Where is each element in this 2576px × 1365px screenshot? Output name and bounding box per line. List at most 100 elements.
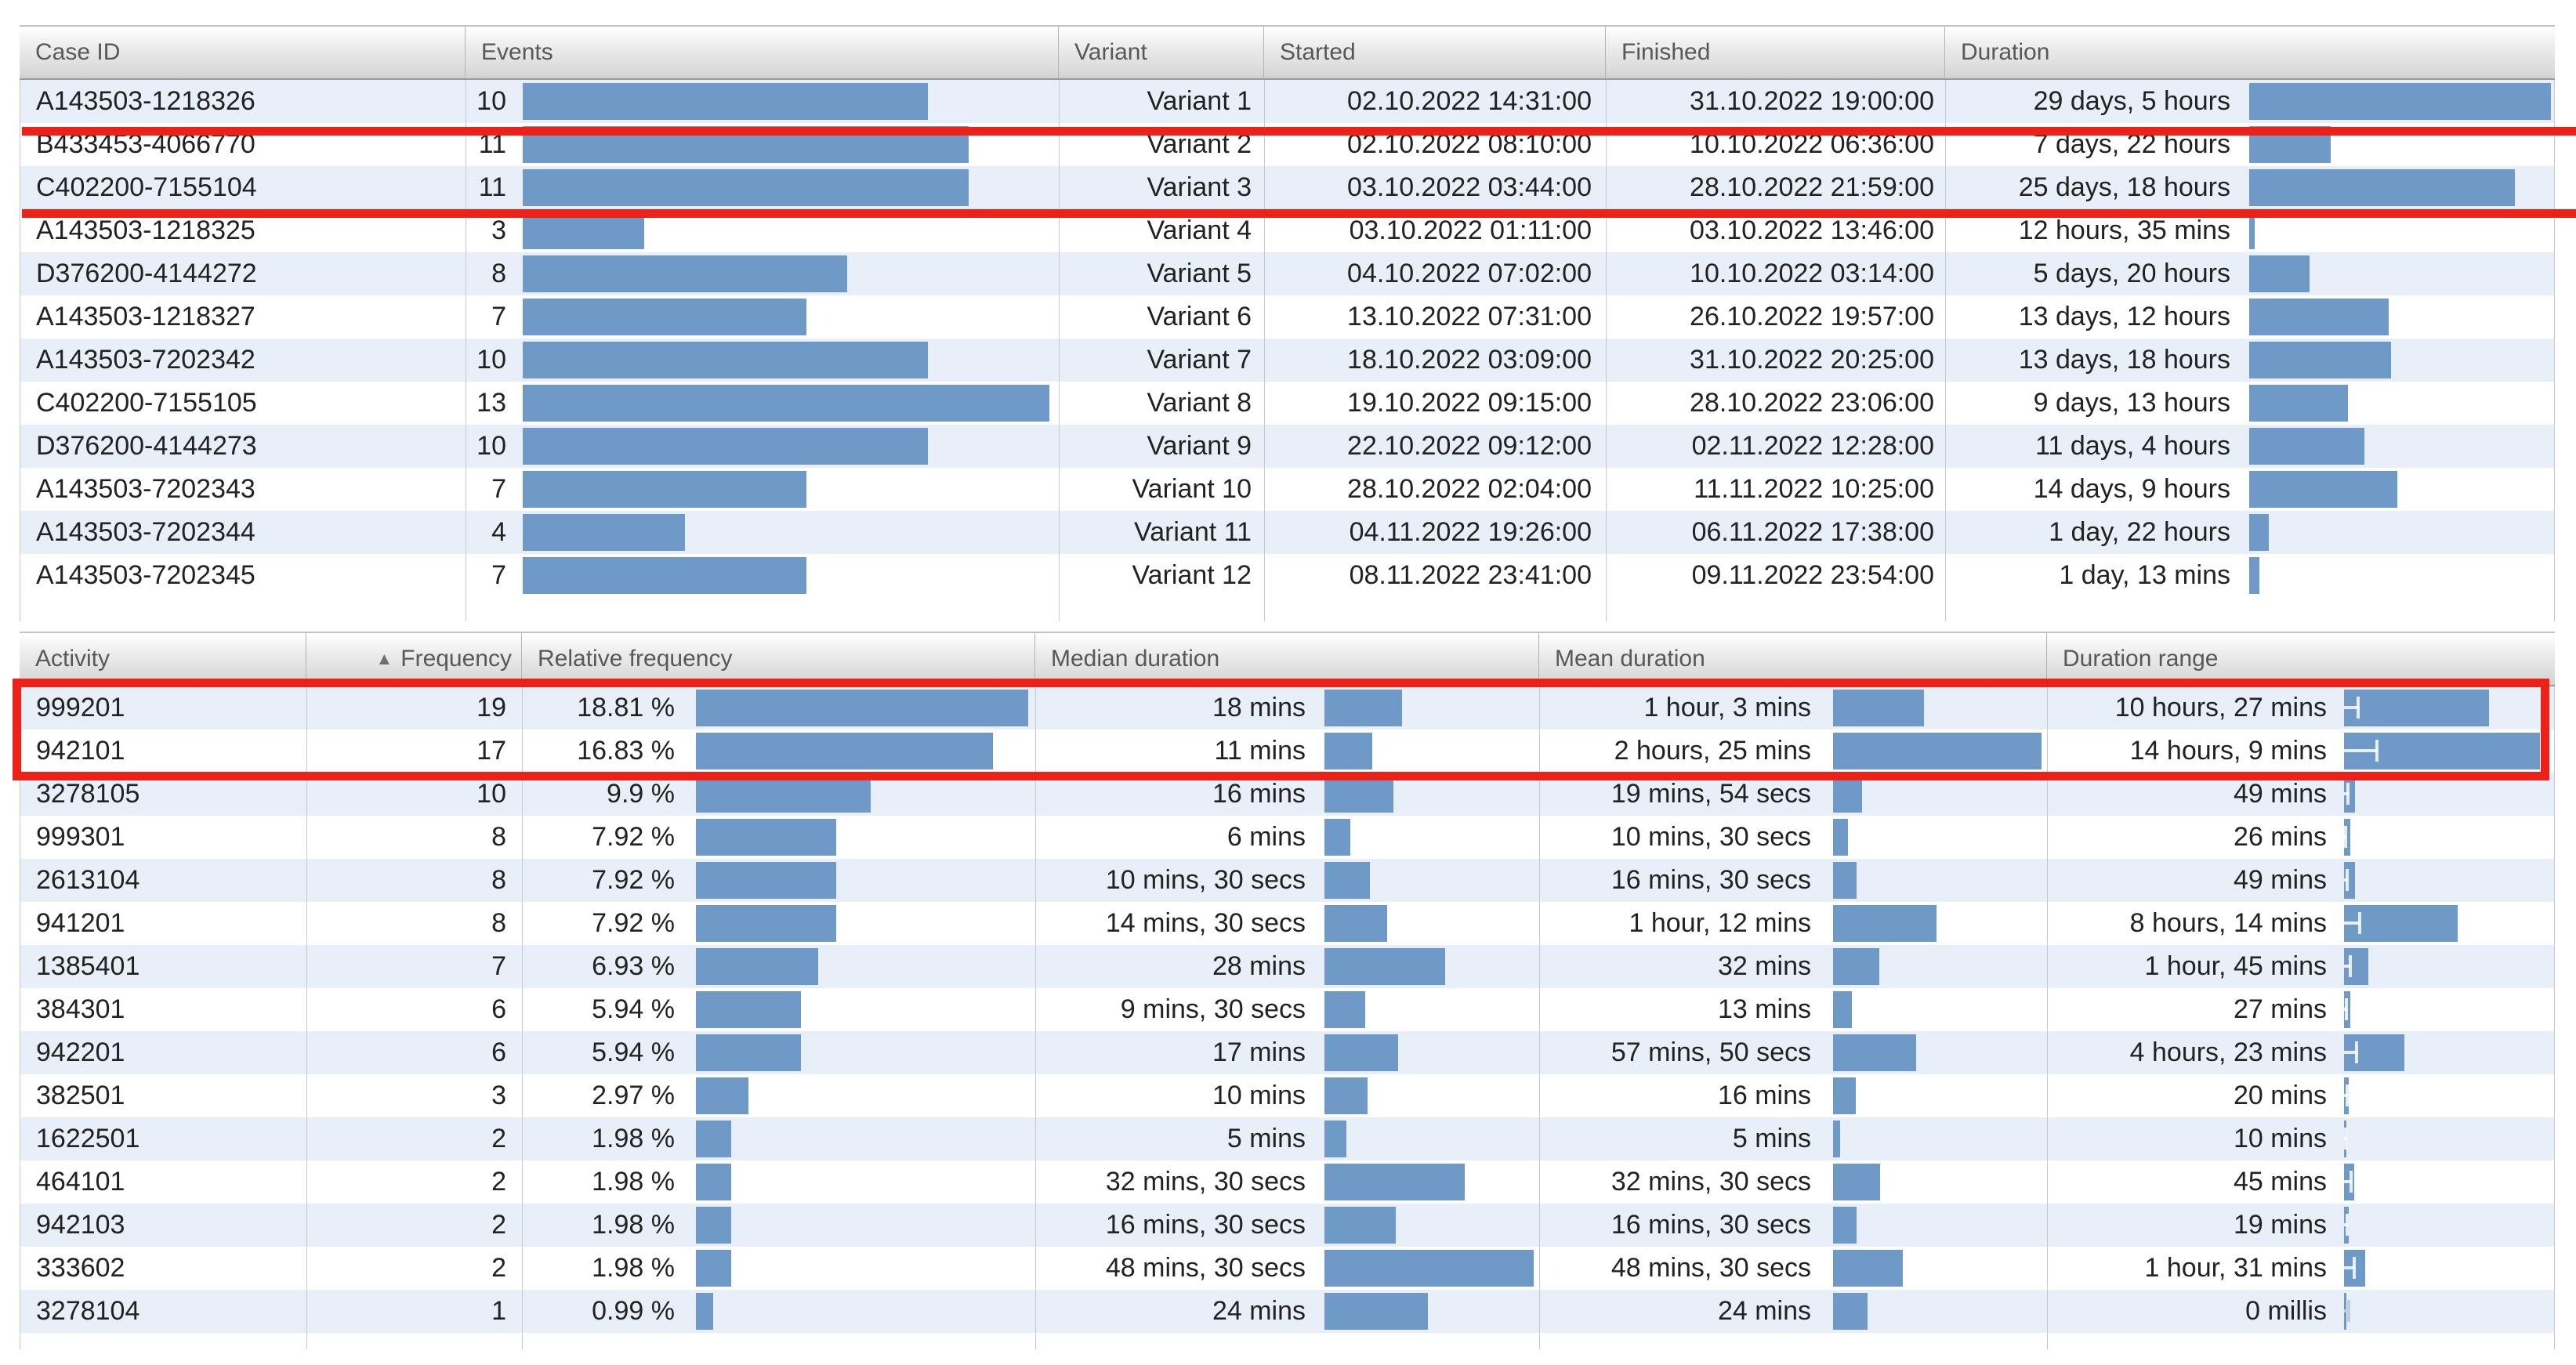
column-header-finished[interactable]: Finished: [1605, 27, 1944, 78]
relative-frequency-bar: [696, 776, 871, 813]
activity-row[interactable]: 942201 6 5.94 % 17 mins 57 mins, 50 secs 4 ho…: [20, 1031, 2554, 1074]
duration-range-whisker-tick: [2349, 1171, 2353, 1193]
duration-bar: [2249, 342, 2391, 378]
activity-row[interactable]: 382501 3 2.97 % 10 mins 16 mins 20 mins: [20, 1074, 2554, 1117]
median-duration-cell: 28 mins: [1212, 951, 1306, 981]
frequency-cell: 6: [491, 1037, 506, 1067]
column-divider: [1059, 80, 1060, 621]
finished-cell: 10.10.2022 06:36:00: [1690, 129, 1934, 159]
column-header-frequency[interactable]: ▲ Frequency: [306, 633, 521, 685]
activity-cell: 382501: [36, 1081, 125, 1110]
activity-row[interactable]: 3278105 10 9.9 % 16 mins 19 mins, 54 secs 49 …: [20, 773, 2554, 816]
column-header-median-duration[interactable]: Median duration: [1034, 633, 1538, 685]
mean-duration-bar: [1833, 991, 1852, 1028]
started-cell: 02.10.2022 08:10:00: [1347, 129, 1592, 159]
column-header-variant[interactable]: Variant: [1058, 27, 1263, 78]
case-row[interactable]: A143503-7202342 10 Variant 7 18.10.2022 03:…: [20, 339, 2554, 382]
relative-frequency-bar: [696, 1077, 748, 1114]
duration-bar: [2249, 83, 2551, 120]
case-id-cell: A143503-7202345: [36, 560, 255, 590]
relative-frequency-cell: 1.98 %: [592, 1253, 675, 1283]
case-row[interactable]: C402200-7155104 11 Variant 3 03.10.2022 03:…: [20, 166, 2554, 209]
activity-row[interactable]: 3278104 1 0.99 % 24 mins 24 mins 0 millis: [20, 1290, 2554, 1333]
events-count-cell: 10: [476, 431, 506, 461]
column-header-mean-duration[interactable]: Mean duration: [1538, 633, 2046, 685]
case-row[interactable]: B433453-4066770 11 Variant 2 02.10.2022 08:…: [20, 123, 2554, 166]
finished-cell: 28.10.2022 23:06:00: [1690, 388, 1934, 418]
duration-range-bar: [2344, 905, 2458, 942]
activity-row[interactable]: 464101 2 1.98 % 32 mins, 30 secs 32 mins, 30…: [20, 1160, 2554, 1204]
finished-cell: 11.11.2022 10:25:00: [1694, 474, 1934, 504]
case-row[interactable]: C402200-7155105 13 Variant 8 19.10.2022 09:…: [20, 382, 2554, 425]
activity-row[interactable]: 999301 8 7.92 % 6 mins 10 mins, 30 secs 26 mi…: [20, 816, 2554, 859]
case-row[interactable]: D376200-4144272 8 Variant 5 04.10.2022 07:0…: [20, 252, 2554, 295]
activity-row[interactable]: 941201 8 7.92 % 14 mins, 30 secs 1 hour, 12 …: [20, 902, 2554, 945]
case-id-cell: D376200-4144273: [36, 431, 257, 461]
activity-row[interactable]: 942101 17 16.83 % 11 mins 2 hours, 25 mins 14…: [20, 730, 2554, 773]
column-header-label: Activity: [35, 646, 111, 672]
events-count-cell: 8: [491, 259, 506, 288]
column-divider: [1539, 686, 1540, 1349]
duration-range-cell: 19 mins: [2233, 1210, 2327, 1240]
events-count-cell: 11: [478, 172, 506, 202]
column-header-activity[interactable]: Activity: [20, 633, 306, 685]
activity-cell: 3278104: [36, 1296, 140, 1326]
activity-cell: 1385401: [36, 951, 140, 981]
duration-cell: 1 day, 13 mins: [2059, 560, 2230, 590]
events-bar: [523, 299, 806, 335]
case-row[interactable]: A143503-7202344 4 Variant 11 04.11.2022 19:…: [20, 511, 2554, 554]
case-row[interactable]: A143503-1218327 7 Variant 6 13.10.2022 07:3…: [20, 295, 2554, 339]
duration-bar: [2249, 212, 2255, 249]
median-duration-cell: 10 mins: [1212, 1081, 1306, 1110]
column-divider: [306, 686, 307, 1349]
column-header-duration[interactable]: Duration: [1944, 27, 2555, 78]
activity-row[interactable]: 1622501 2 1.98 % 5 mins 5 mins 10 mins: [20, 1117, 2554, 1160]
column-header-label: Duration: [1961, 39, 2050, 65]
finished-cell: 10.10.2022 03:14:00: [1690, 259, 1934, 288]
mean-duration-bar: [1833, 733, 2042, 769]
relative-frequency-bar: [696, 690, 1028, 726]
case-row[interactable]: A143503-7202345 7 Variant 12 08.11.2022 23:…: [20, 554, 2554, 597]
relative-frequency-bar: [696, 948, 818, 985]
column-header-label: ▲ Frequency: [375, 646, 521, 672]
case-row[interactable]: A143503-7202343 7 Variant 10 28.10.2022 02:…: [20, 468, 2554, 511]
relative-frequency-cell: 1.98 %: [592, 1210, 675, 1240]
column-divider: [522, 686, 523, 1349]
mean-duration-bar: [1833, 1250, 1903, 1287]
case-id-cell: B433453-4066770: [36, 129, 255, 159]
column-header-case-id[interactable]: Case ID: [20, 27, 465, 78]
duration-bar: [2249, 428, 2364, 465]
events-count-cell: 11: [478, 129, 506, 159]
column-header-duration-range[interactable]: Duration range: [2046, 633, 2555, 685]
duration-range-whisker-tick: [2356, 697, 2360, 719]
duration-range-cell: 49 mins: [2233, 865, 2327, 895]
duration-range-whisker: [2344, 1051, 2358, 1054]
activity-row[interactable]: 942103 2 1.98 % 16 mins, 30 secs 16 mins, 30…: [20, 1204, 2554, 1247]
case-row[interactable]: D376200-4144273 10 Variant 9 22.10.2022 09:…: [20, 425, 2554, 468]
activity-row[interactable]: 1385401 7 6.93 % 28 mins 32 mins 1 hour, 45 m…: [20, 945, 2554, 988]
case-row[interactable]: A143503-1218325 3 Variant 4 03.10.2022 01:1…: [20, 209, 2554, 252]
duration-cell: 11 days, 4 hours: [2035, 431, 2230, 461]
activity-row[interactable]: 384301 6 5.94 % 9 mins, 30 secs 13 mins 27 mi…: [20, 988, 2554, 1031]
activity-cell: 464101: [36, 1167, 125, 1197]
activity-cell: 942103: [36, 1210, 125, 1240]
activity-row[interactable]: 999201 19 18.81 % 18 mins 1 hour, 3 mins 10 h…: [20, 686, 2554, 730]
duration-range-whisker: [2344, 706, 2359, 709]
duration-range-whisker-tick: [2358, 912, 2362, 934]
case-row[interactable]: A143503-1218326 10 Variant 1 02.10.2022 14:…: [20, 80, 2554, 123]
events-bar: [523, 212, 644, 249]
column-header-started[interactable]: Started: [1263, 27, 1605, 78]
activity-row[interactable]: 333602 2 1.98 % 48 mins, 30 secs 48 mins, 30…: [20, 1247, 2554, 1290]
frequency-cell: 8: [491, 865, 506, 895]
activity-row[interactable]: 2613104 8 7.92 % 10 mins, 30 secs 16 mins, 3…: [20, 859, 2554, 902]
frequency-cell: 7: [491, 951, 506, 981]
case-id-cell: D376200-4144272: [36, 259, 257, 288]
relative-frequency-bar: [696, 862, 836, 899]
column-header-events[interactable]: Events: [465, 27, 1058, 78]
mean-duration-cell: 32 mins: [1717, 951, 1811, 981]
events-count-cell: 7: [491, 560, 506, 590]
column-header-relative-frequency[interactable]: Relative frequency: [521, 633, 1034, 685]
mean-duration-bar: [1833, 1034, 1916, 1071]
median-duration-cell: 9 mins, 30 secs: [1120, 994, 1306, 1024]
column-header-label: Median duration: [1051, 646, 1220, 672]
